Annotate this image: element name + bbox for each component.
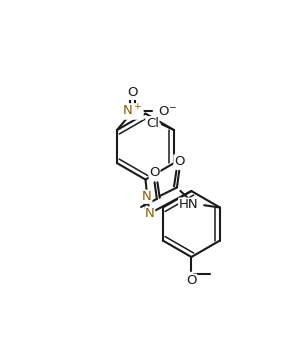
Text: O: O <box>186 274 197 287</box>
Text: O: O <box>127 86 138 99</box>
Text: O$^{-}$: O$^{-}$ <box>158 105 177 118</box>
Text: N: N <box>145 207 155 220</box>
Text: N: N <box>142 190 152 203</box>
Text: Cl: Cl <box>146 117 159 130</box>
Text: O: O <box>149 167 160 180</box>
Text: O: O <box>174 155 184 168</box>
Text: N$^+$: N$^+$ <box>123 104 143 119</box>
Text: HN: HN <box>179 198 198 211</box>
